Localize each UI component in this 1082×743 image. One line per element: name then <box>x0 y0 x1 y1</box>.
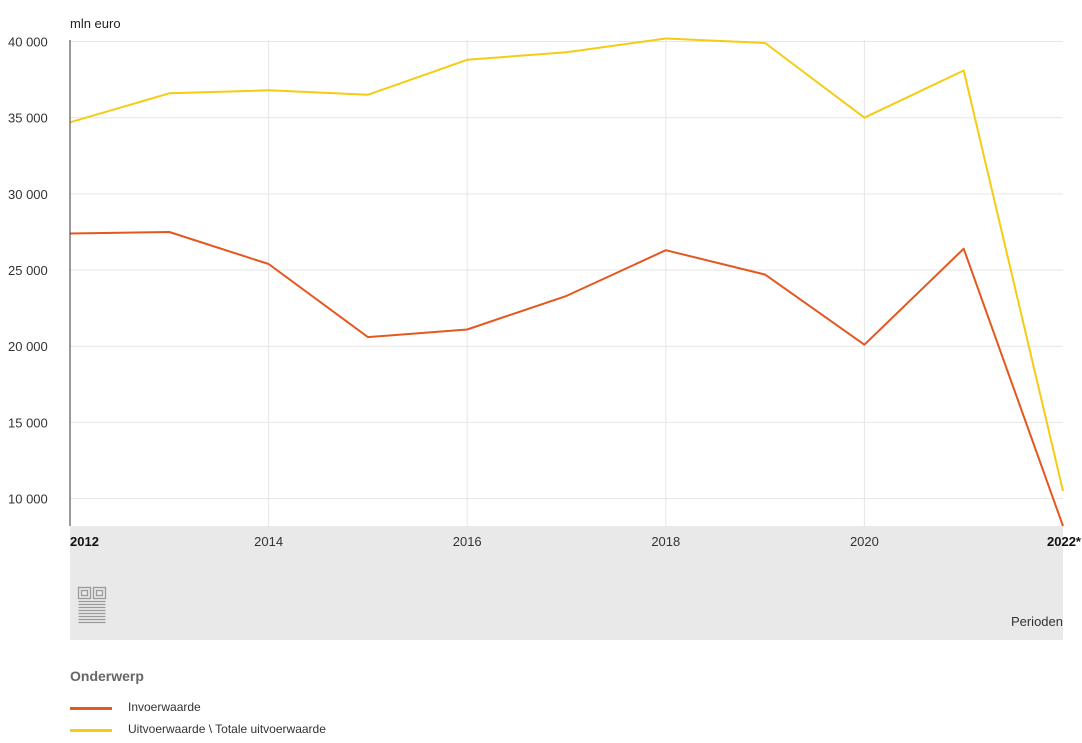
x-tick-label: 2018 <box>651 534 680 549</box>
y-tick-label: 20 000 <box>8 339 48 354</box>
y-axis-label: mln euro <box>70 16 121 31</box>
y-tick-labels: 10 000 15 000 20 000 25 000 30 000 35 000 40 0… <box>8 35 48 507</box>
x-tick-label: 2012 <box>70 534 99 549</box>
cbs-logo-icon <box>77 586 107 624</box>
legend-swatch <box>70 728 112 732</box>
x-tick-label: 2020 <box>850 534 879 549</box>
series-line-1 <box>69 37 1064 492</box>
x-axis-label: Perioden <box>1011 614 1063 629</box>
y-tick-label: 15 000 <box>8 415 48 430</box>
x-tick-label: 2016 <box>453 534 482 549</box>
legend-swatch <box>70 706 112 710</box>
y-tick-label: 35 000 <box>8 111 48 126</box>
x-tick-label: 2014 <box>254 534 283 549</box>
y-tick-label: 40 000 <box>8 35 48 50</box>
footer-band <box>70 526 1063 640</box>
series-line-0 <box>69 231 1064 527</box>
legend-item-uitvoerwaarde[interactable]: Uitvoerwaarde \ Totale uitvoerwaarde <box>70 718 326 740</box>
series-lines <box>69 37 1064 527</box>
legend-label: Invoerwaarde <box>128 700 201 714</box>
x-tick-labels: 2012 2014 2016 2018 2020 2022* <box>70 534 1082 549</box>
legend-item-invoerwaarde[interactable]: Invoerwaarde <box>70 696 326 718</box>
legend-label: Uitvoerwaarde \ Totale uitvoerwaarde <box>128 722 326 736</box>
y-tick-label: 30 000 <box>8 187 48 202</box>
y-tick-label: 25 000 <box>8 263 48 278</box>
x-tick-label: 2022* <box>1047 534 1082 549</box>
legend: Onderwerp Invoerwaarde Uitvoerwaarde \ T… <box>70 668 326 740</box>
y-tick-label: 10 000 <box>8 492 48 507</box>
gridlines <box>70 40 1063 526</box>
legend-title: Onderwerp <box>70 668 144 684</box>
